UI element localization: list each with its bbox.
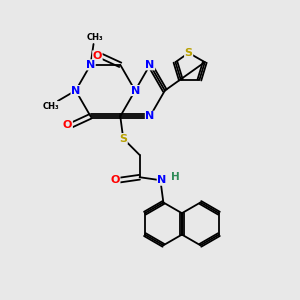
Text: O: O	[63, 120, 72, 130]
Text: N: N	[71, 85, 80, 96]
Text: H: H	[172, 172, 180, 182]
Text: N: N	[157, 175, 167, 185]
Text: S: S	[119, 134, 127, 144]
Text: N: N	[146, 60, 154, 70]
Text: N: N	[130, 85, 140, 96]
Text: O: O	[93, 51, 102, 61]
Text: S: S	[184, 48, 193, 58]
Text: N: N	[146, 111, 154, 121]
Text: CH₃: CH₃	[43, 101, 60, 110]
Text: CH₃: CH₃	[87, 33, 103, 42]
Text: N: N	[86, 60, 95, 70]
Text: O: O	[110, 175, 120, 185]
